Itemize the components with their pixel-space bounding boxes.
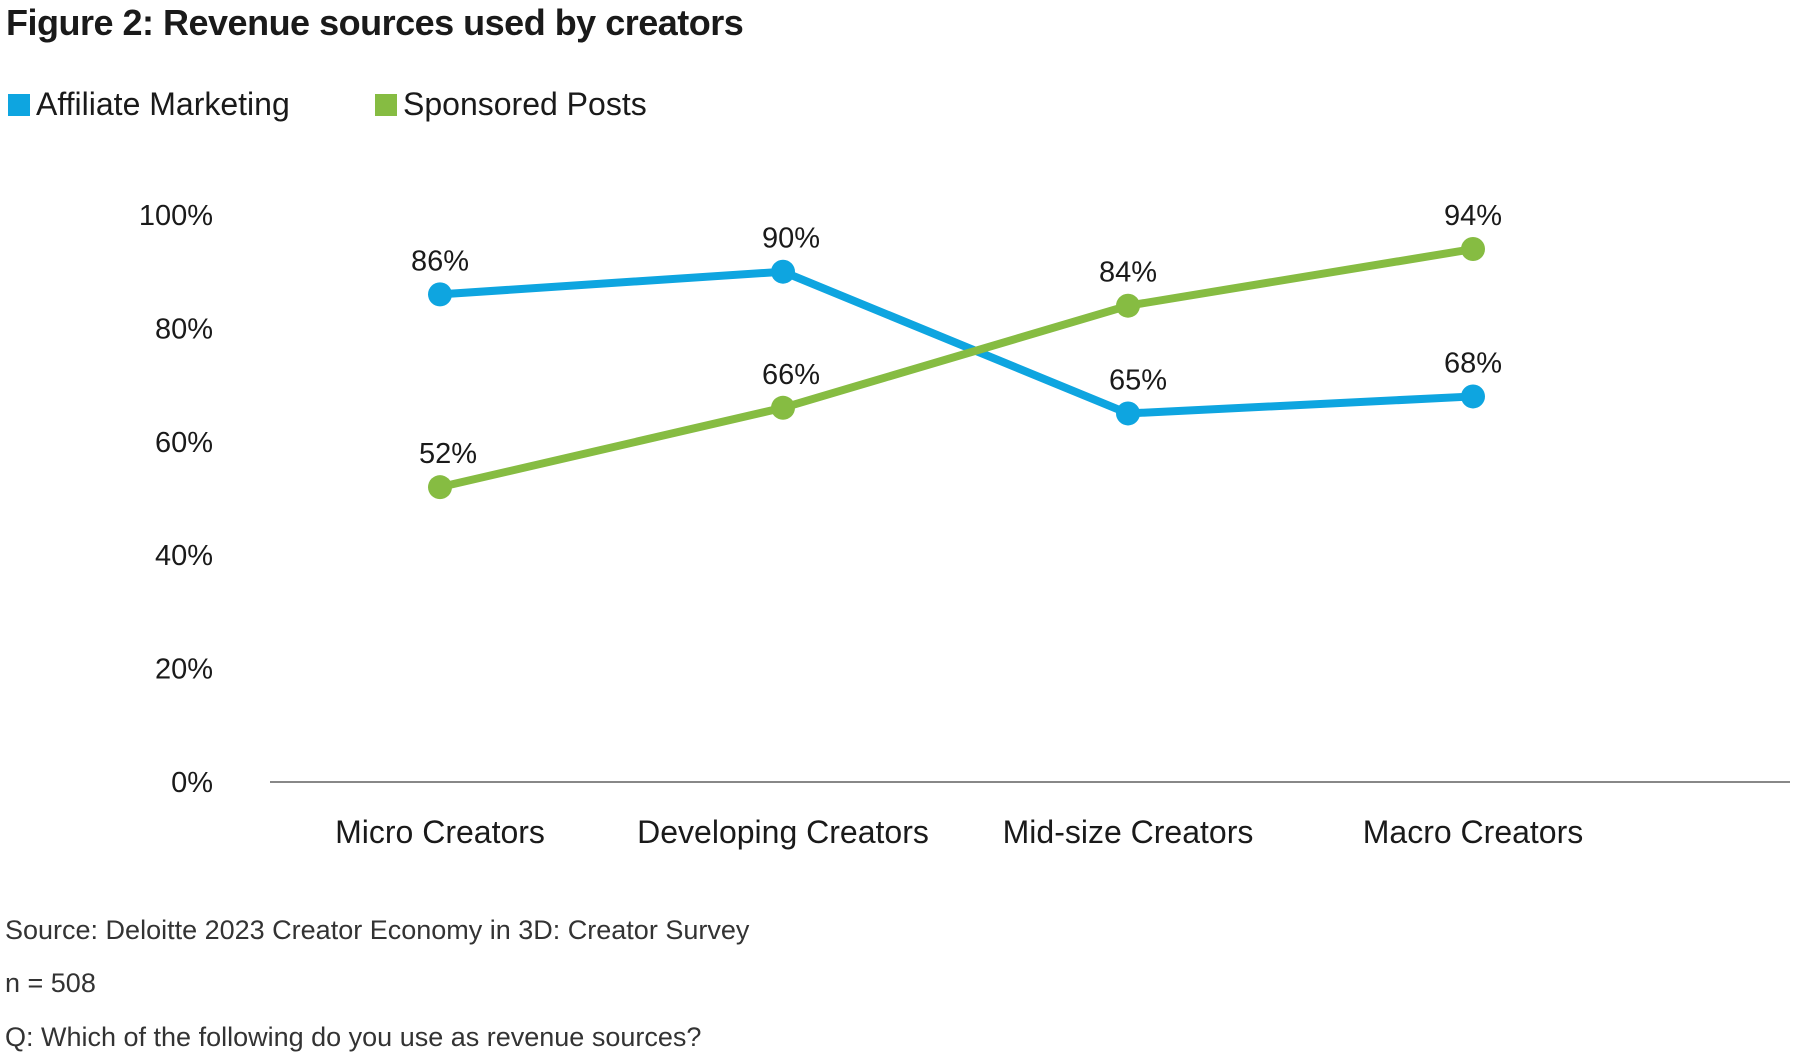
data-point (1116, 401, 1140, 426)
y-tick-label: 20% (155, 654, 213, 686)
line-chart: 0% 20% 40% 60% 80% 100% Micro Creators Developi… (139, 200, 1790, 850)
source-note: Source: Deloitte 2023 Creator Economy in… (5, 915, 750, 945)
sample-size: n = 508 (5, 968, 96, 998)
data-label: 68% (1444, 347, 1502, 379)
legend-item-sponsored-posts: Sponsored Posts (375, 86, 647, 123)
x-tick-label: Developing Creators (637, 814, 929, 850)
series-line-affiliate-marketing (439, 267, 1474, 418)
y-tick-label: 60% (155, 427, 213, 459)
x-tick-label: Micro Creators (335, 814, 545, 850)
data-point (428, 282, 452, 307)
x-tick-label: Macro Creators (1363, 814, 1584, 850)
x-tick-label: Mid-size Creators (1003, 814, 1254, 850)
survey-question: Q: Which of the following do you use as … (5, 1022, 702, 1052)
legend-item-affiliate-marketing: Affiliate Marketing (8, 86, 290, 123)
chart-title: Figure 2: Revenue sources used by creato… (6, 2, 744, 43)
data-point (428, 475, 452, 500)
legend-swatch-affiliate (8, 93, 30, 116)
data-label: 90% (762, 223, 820, 255)
data-point (771, 259, 795, 284)
data-point (1461, 237, 1485, 262)
data-label: 52% (419, 438, 477, 470)
data-label: 94% (1444, 200, 1502, 232)
y-tick-label: 80% (155, 313, 213, 345)
data-label: 86% (411, 245, 469, 277)
data-point (1461, 384, 1485, 409)
legend-label: Sponsored Posts (403, 86, 647, 122)
data-label: 65% (1109, 364, 1167, 396)
y-tick-label: 40% (155, 540, 213, 572)
y-tick-label: 100% (139, 200, 213, 232)
y-tick-label: 0% (171, 767, 213, 799)
data-label: 66% (762, 359, 820, 391)
data-point (771, 395, 795, 420)
data-point (1116, 293, 1140, 318)
data-label: 84% (1099, 257, 1157, 289)
legend-swatch-sponsored (375, 93, 397, 116)
legend-label: Affiliate Marketing (36, 86, 290, 122)
series-line-sponsored-posts (439, 245, 1474, 492)
